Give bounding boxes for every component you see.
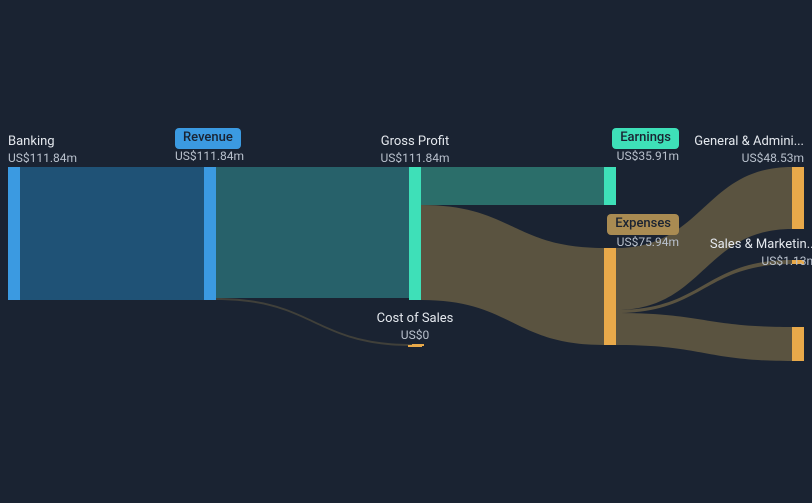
label-expenses-value: US$75.94m xyxy=(555,235,679,251)
label-expenses-name: Expenses xyxy=(555,214,679,235)
label-sm-value: US$1.13m xyxy=(693,254,812,270)
label-ga-name: General & Admini... xyxy=(680,134,804,151)
underline-cos xyxy=(408,345,422,347)
label-banking-name: Banking xyxy=(8,134,77,151)
label-earnings-value: US$35.91m xyxy=(555,149,679,165)
label-banking: BankingUS$111.84m xyxy=(8,134,77,166)
label-gross-value: US$111.84m xyxy=(360,151,470,167)
link-banking-revenue xyxy=(20,167,204,300)
pill-earnings: Earnings xyxy=(612,128,679,149)
sankey-svg xyxy=(0,0,812,503)
label-expenses: ExpensesUS$75.94m xyxy=(555,214,679,250)
sankey-chart: BankingUS$111.84mRevenueUS$111.84mGross … xyxy=(0,0,812,503)
label-earnings: EarningsUS$35.91m xyxy=(555,128,679,164)
label-revenue-name: Revenue xyxy=(175,128,244,149)
pill-expenses: Expenses xyxy=(607,214,679,235)
node-expenses xyxy=(604,248,616,345)
label-cos-name: Cost of Sales xyxy=(360,311,470,328)
label-sm-name: Sales & Marketin... xyxy=(693,237,812,254)
label-ga: General & Admini...US$48.53m xyxy=(680,134,804,166)
link-revenue-gross xyxy=(216,167,409,298)
label-sm: Sales & Marketin...US$1.13m xyxy=(693,237,812,269)
node-ga xyxy=(792,167,804,229)
node-revenue xyxy=(204,167,216,300)
pill-revenue: Revenue xyxy=(175,128,241,149)
label-revenue: RevenueUS$111.84m xyxy=(175,128,244,164)
label-cos: Cost of SalesUS$0 xyxy=(360,311,470,347)
label-banking-value: US$111.84m xyxy=(8,151,77,167)
node-gross xyxy=(409,167,421,300)
label-earnings-name: Earnings xyxy=(555,128,679,149)
node-earnings xyxy=(604,167,616,205)
label-other: OtherUS$26.28m xyxy=(765,304,812,336)
label-gross: Gross ProfitUS$111.84m xyxy=(360,134,470,166)
node-banking xyxy=(8,167,20,300)
label-cos-value: US$0 xyxy=(360,328,470,344)
label-revenue-value: US$111.84m xyxy=(175,149,244,165)
label-gross-name: Gross Profit xyxy=(360,134,470,151)
link-gross-earnings xyxy=(421,167,604,205)
label-other-name: Other xyxy=(765,304,812,321)
label-ga-value: US$48.53m xyxy=(680,151,804,167)
label-other-value: US$26.28m xyxy=(765,321,812,337)
